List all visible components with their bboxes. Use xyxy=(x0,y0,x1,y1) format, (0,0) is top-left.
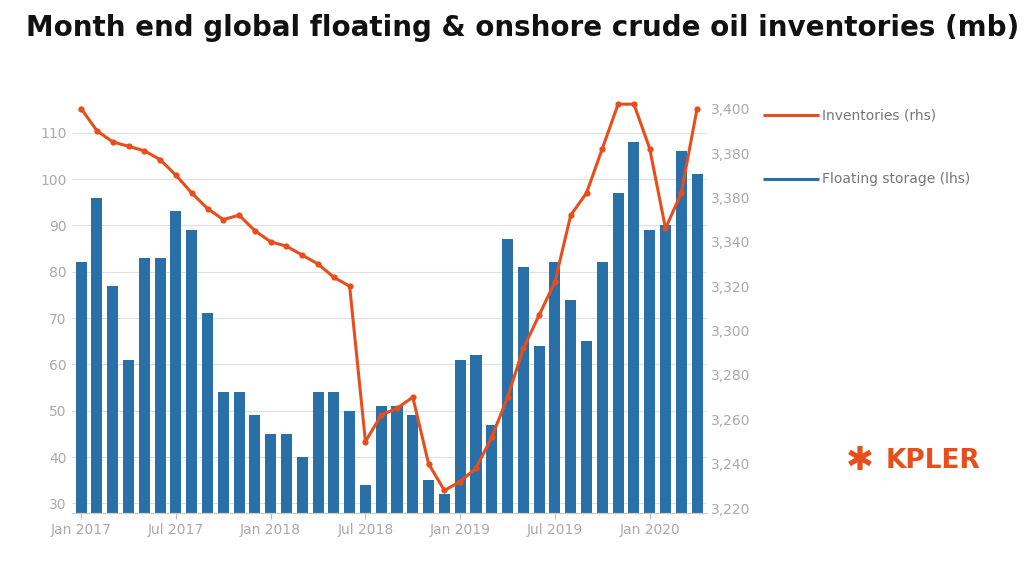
Bar xyxy=(408,415,419,576)
Bar xyxy=(581,341,592,576)
Bar xyxy=(359,485,371,576)
Bar xyxy=(629,142,639,576)
Bar xyxy=(502,239,513,576)
Bar xyxy=(470,355,481,576)
Text: Floating storage (lhs): Floating storage (lhs) xyxy=(822,172,971,185)
Text: ✱: ✱ xyxy=(846,444,874,478)
Bar xyxy=(660,225,671,576)
Bar xyxy=(281,434,292,576)
Bar xyxy=(91,198,102,576)
Bar xyxy=(518,267,528,576)
Bar xyxy=(108,286,118,576)
Bar xyxy=(265,434,276,576)
Bar xyxy=(344,411,355,576)
Bar xyxy=(486,425,498,576)
Bar xyxy=(676,151,687,576)
Text: Inventories (rhs): Inventories (rhs) xyxy=(822,108,936,122)
Bar xyxy=(329,392,339,576)
Bar xyxy=(644,230,655,576)
Bar xyxy=(155,258,166,576)
Text: Month end global floating & onshore crude oil inventories (mb): Month end global floating & onshore crud… xyxy=(26,14,1019,43)
Bar xyxy=(534,346,545,576)
Bar xyxy=(170,211,181,576)
Bar xyxy=(391,406,402,576)
Bar xyxy=(439,494,450,576)
Bar xyxy=(123,360,134,576)
Bar xyxy=(186,230,198,576)
Bar xyxy=(312,392,324,576)
Bar xyxy=(202,313,213,576)
Bar xyxy=(297,457,308,576)
Bar xyxy=(597,263,608,576)
Bar xyxy=(76,263,87,576)
Bar xyxy=(691,175,702,576)
Text: KPLER: KPLER xyxy=(886,448,981,474)
Bar xyxy=(250,415,260,576)
Bar xyxy=(139,258,150,576)
Bar xyxy=(376,406,387,576)
Bar xyxy=(233,392,245,576)
Bar xyxy=(455,360,466,576)
Bar xyxy=(218,392,228,576)
Bar xyxy=(423,480,434,576)
Bar xyxy=(612,193,624,576)
Bar xyxy=(565,300,577,576)
Bar xyxy=(550,263,560,576)
